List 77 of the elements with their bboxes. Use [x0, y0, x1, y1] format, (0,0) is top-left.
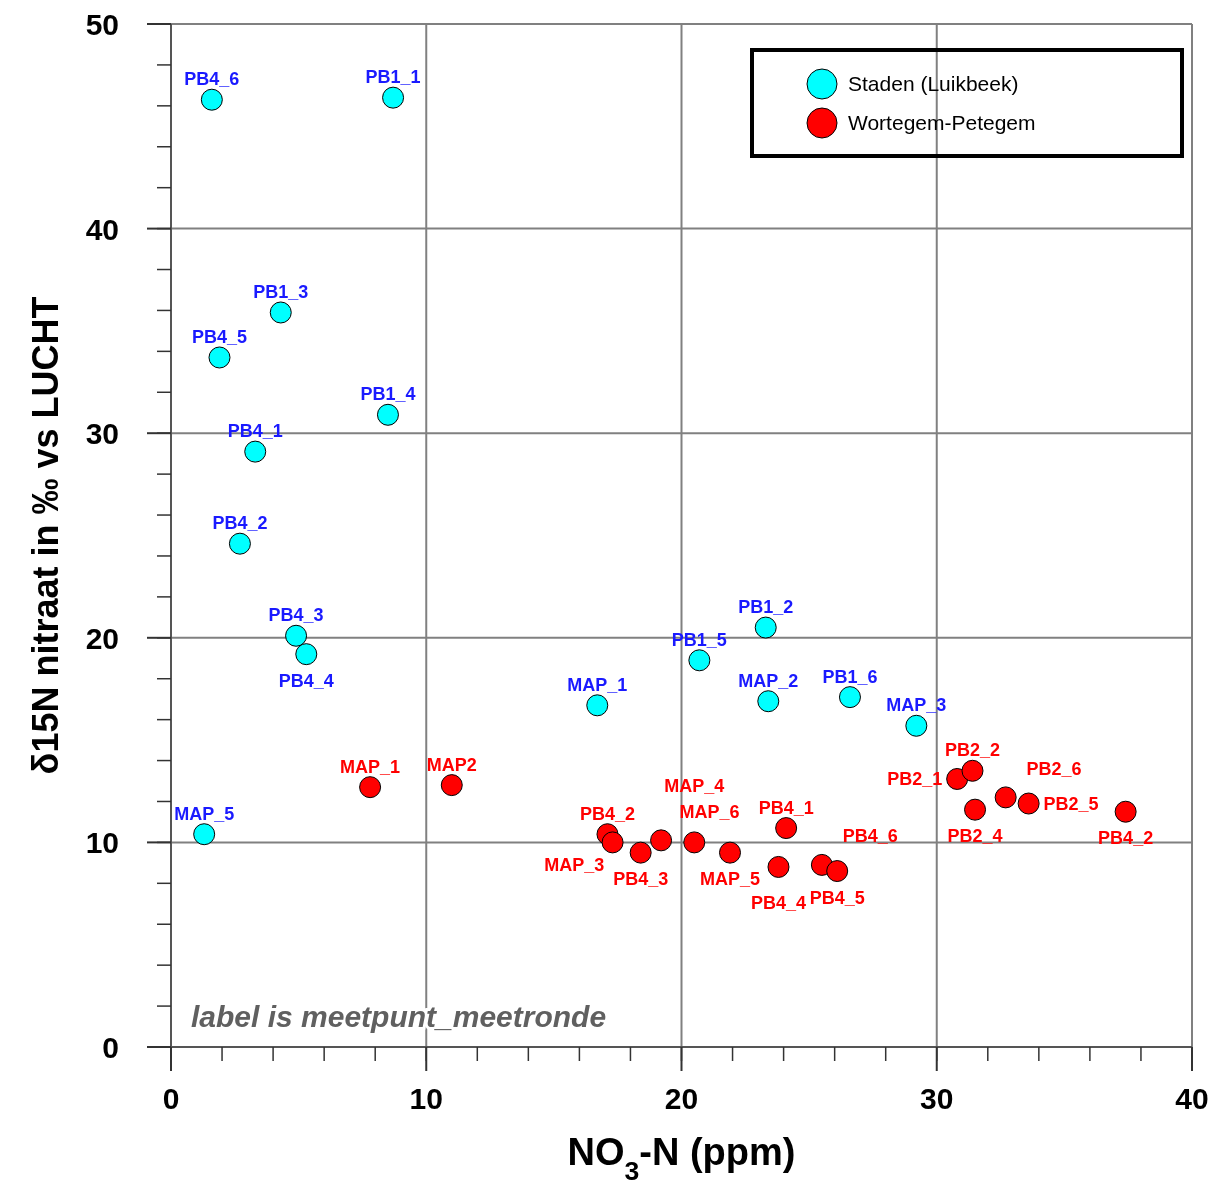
- point: [650, 829, 673, 852]
- annotation: MAP2: [426, 754, 477, 775]
- x-tick-label: 30: [920, 1082, 954, 1115]
- annotation: MAP_4: [664, 775, 725, 796]
- point: [193, 823, 216, 846]
- y-tick-label: 30: [85, 417, 119, 451]
- annotation: PB2_6: [1026, 758, 1082, 779]
- point: [1114, 800, 1137, 823]
- point: [767, 855, 790, 878]
- y-tick-label: 50: [85, 8, 119, 41]
- annotation: PB4_3: [268, 605, 324, 626]
- point: [1017, 792, 1040, 815]
- point: [359, 776, 382, 799]
- x-axis-title: NO$_{3}$-N (ppm): [567, 1131, 796, 1186]
- annotation: PB4_4: [750, 893, 807, 914]
- annotation: PB2_2: [944, 740, 1001, 761]
- annotation: PB4_2: [579, 803, 635, 824]
- point: [382, 86, 405, 109]
- x-tick-label: 20: [664, 1082, 699, 1115]
- point: [838, 686, 861, 709]
- point: [208, 346, 231, 369]
- legend-label: Staden (Luikbeek): [848, 72, 1019, 95]
- point: [285, 624, 308, 647]
- y-tick-label: 40: [85, 212, 119, 246]
- point: [757, 690, 780, 713]
- point: [905, 714, 928, 737]
- annotation: PB2_4: [947, 826, 1003, 847]
- annotation: MAP_1: [340, 756, 401, 777]
- point: [719, 841, 741, 864]
- annotation: PB2_5: [1043, 793, 1099, 814]
- annotation: PB4_2: [212, 513, 268, 534]
- annotation: PB1_2: [738, 597, 794, 618]
- point: [601, 831, 624, 854]
- annotation: MAP_5: [699, 869, 761, 890]
- annotation: PB1_1: [365, 67, 421, 88]
- point: [754, 616, 777, 639]
- annotation: PB4_6: [842, 826, 898, 847]
- point: [826, 860, 849, 883]
- point: [295, 643, 318, 666]
- x-tick-label: 0: [162, 1082, 180, 1115]
- point: [440, 774, 463, 797]
- point: [269, 301, 292, 324]
- point: [994, 786, 1017, 809]
- legend-label: Wortegem-Petegem: [848, 111, 1036, 134]
- x-tick-label: 10: [409, 1082, 443, 1115]
- annotation: PB4_4: [278, 670, 334, 691]
- annotation: MAP_1: [567, 674, 628, 695]
- point: [629, 841, 652, 864]
- annotation: PB1_4: [360, 384, 416, 405]
- annotation: PB4_1: [758, 797, 814, 818]
- y-tick-label: 10: [85, 826, 119, 860]
- annotation: PB4_5: [809, 887, 865, 908]
- annotation: MAP_5: [174, 803, 235, 824]
- point: [228, 532, 251, 555]
- annotation: PB2_1: [887, 768, 943, 789]
- point: [376, 403, 399, 426]
- annotation: MAP_3: [544, 854, 605, 875]
- point: [200, 88, 223, 111]
- point: [586, 694, 609, 717]
- annotation: PB4_3: [613, 869, 669, 890]
- annotation: PB4_5: [191, 327, 248, 347]
- x-tick-label: 40: [1175, 1082, 1209, 1115]
- point: [244, 440, 267, 463]
- point: [964, 798, 987, 821]
- y-tick-label: 0: [102, 1031, 119, 1064]
- y-axis-title: δ15N nitraat in ‰ vs LUCHT: [25, 296, 66, 775]
- point: [688, 649, 711, 672]
- point: [683, 831, 706, 854]
- y-tick-label: 20: [85, 621, 119, 655]
- annotation: PB1_3: [253, 281, 309, 302]
- annotation: PB1_6: [822, 666, 878, 687]
- annotation: PB4_6: [184, 69, 240, 90]
- point: [961, 759, 984, 782]
- point: [775, 817, 798, 840]
- annotation: MAP_6: [679, 801, 740, 822]
- annotation: MAP_2: [738, 670, 799, 691]
- annotation: PB4_2: [1098, 828, 1154, 849]
